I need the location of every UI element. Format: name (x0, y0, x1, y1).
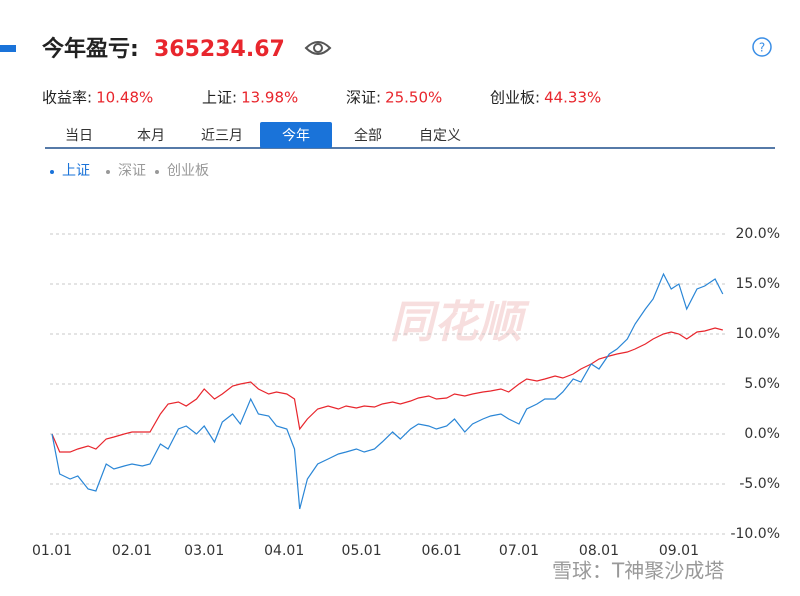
watermark: 雪球：T神聚沙成塔 (552, 559, 724, 583)
legend-label[interactable]: 创业板 (167, 163, 209, 179)
tab[interactable]: 全部 (354, 127, 382, 144)
tab[interactable]: 自定义 (419, 128, 461, 144)
eye-icon[interactable] (304, 41, 332, 55)
x-tick-label: 06.01 (422, 543, 462, 559)
svg-text:?: ? (759, 41, 765, 55)
tab[interactable]: 本月 (137, 128, 165, 144)
x-tick-label: 08.01 (579, 543, 619, 559)
legend-label[interactable]: 深证 (118, 163, 146, 179)
header-title: 今年盈亏: (42, 36, 139, 62)
legend-dot[interactable] (155, 170, 159, 174)
stat-value: 13.98% (241, 89, 298, 107)
stat-value: 25.50% (385, 89, 442, 107)
y-tick-label: -5.0% (739, 476, 780, 492)
x-tick-label: 05.01 (342, 543, 382, 559)
x-tick-label: 07.01 (499, 543, 539, 559)
legend-dot[interactable] (50, 170, 54, 174)
tab[interactable]: 今年 (282, 128, 310, 144)
x-tick-label: 09.01 (659, 543, 699, 559)
y-tick-label: 0.0% (744, 426, 780, 442)
tab-active-bg[interactable] (260, 122, 332, 148)
stat-label: 收益率: (42, 89, 92, 107)
tab[interactable]: 近三月 (201, 128, 243, 144)
help-icon[interactable]: ? (752, 37, 772, 57)
legend-label[interactable]: 上证 (62, 163, 90, 179)
stat-value: 44.33% (544, 89, 601, 107)
tab[interactable]: 当日 (65, 128, 93, 144)
header-marker (0, 45, 16, 52)
x-tick-label: 02.01 (112, 543, 152, 559)
y-tick-label: 10.0% (736, 326, 780, 342)
header-amount: 365234.67 (154, 37, 285, 62)
series-line (51, 272, 724, 510)
stat-label: 创业板: (490, 89, 540, 107)
series-line (51, 327, 723, 453)
y-tick-label: -10.0% (730, 526, 780, 542)
stat-value: 10.48% (96, 89, 153, 107)
y-tick-label: 15.0% (736, 276, 780, 292)
stat-label: 深证: (346, 89, 381, 107)
y-tick-label: 20.0% (736, 226, 780, 242)
x-tick-label: 04.01 (264, 543, 304, 559)
x-tick-label: 01.01 (32, 543, 72, 559)
x-tick-label: 03.01 (184, 543, 224, 559)
stat-label: 上证: (202, 89, 237, 107)
watermark: 同花顺 (390, 297, 530, 348)
legend-dot[interactable] (106, 170, 110, 174)
y-tick-label: 5.0% (744, 376, 780, 392)
